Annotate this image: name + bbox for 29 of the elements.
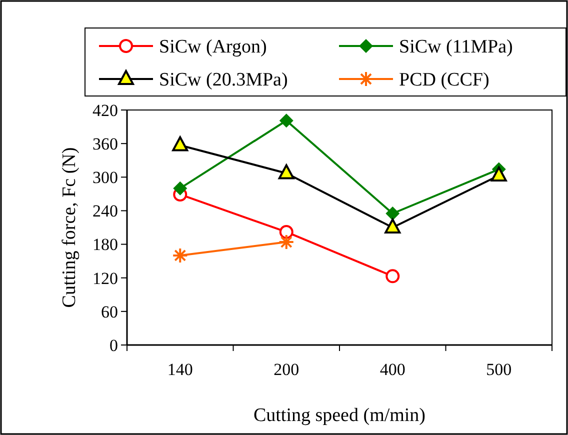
point (172, 136, 188, 152)
y-tick-label: 360 (92, 134, 118, 154)
point (384, 218, 401, 234)
y-tick-label: 300 (92, 168, 118, 188)
point (386, 269, 400, 284)
x-tick-label: 400 (380, 360, 406, 379)
y-tick-label: 240 (92, 202, 118, 221)
x-axis-title: Cutting speed (m/min) (253, 405, 426, 426)
point (279, 224, 294, 239)
point (278, 164, 294, 180)
x-tick-label: 500 (486, 360, 512, 379)
legend-label: SiCw (20.3MPa) (159, 70, 288, 91)
y-tick-label: 60 (101, 302, 118, 322)
y-tick-label: 420 (92, 100, 118, 120)
point (173, 181, 188, 196)
legend-label: SiCw (Argon) (159, 36, 267, 58)
point (490, 166, 507, 182)
point (172, 247, 188, 264)
y-axis-title: Cutting force, Fc (N) (59, 147, 80, 308)
y-tick-label: 0 (110, 336, 118, 355)
point (278, 234, 294, 250)
y-tick-label: 180 (92, 235, 118, 254)
y-tick-label: 120 (92, 268, 118, 288)
x-tick-label: 140 (167, 360, 193, 379)
point (386, 206, 400, 221)
legend-label: SiCw (11MPa) (399, 36, 513, 58)
x-tick-label: 200 (274, 360, 300, 379)
point (279, 114, 294, 128)
legend-label: PCD (CCF) (399, 70, 490, 91)
